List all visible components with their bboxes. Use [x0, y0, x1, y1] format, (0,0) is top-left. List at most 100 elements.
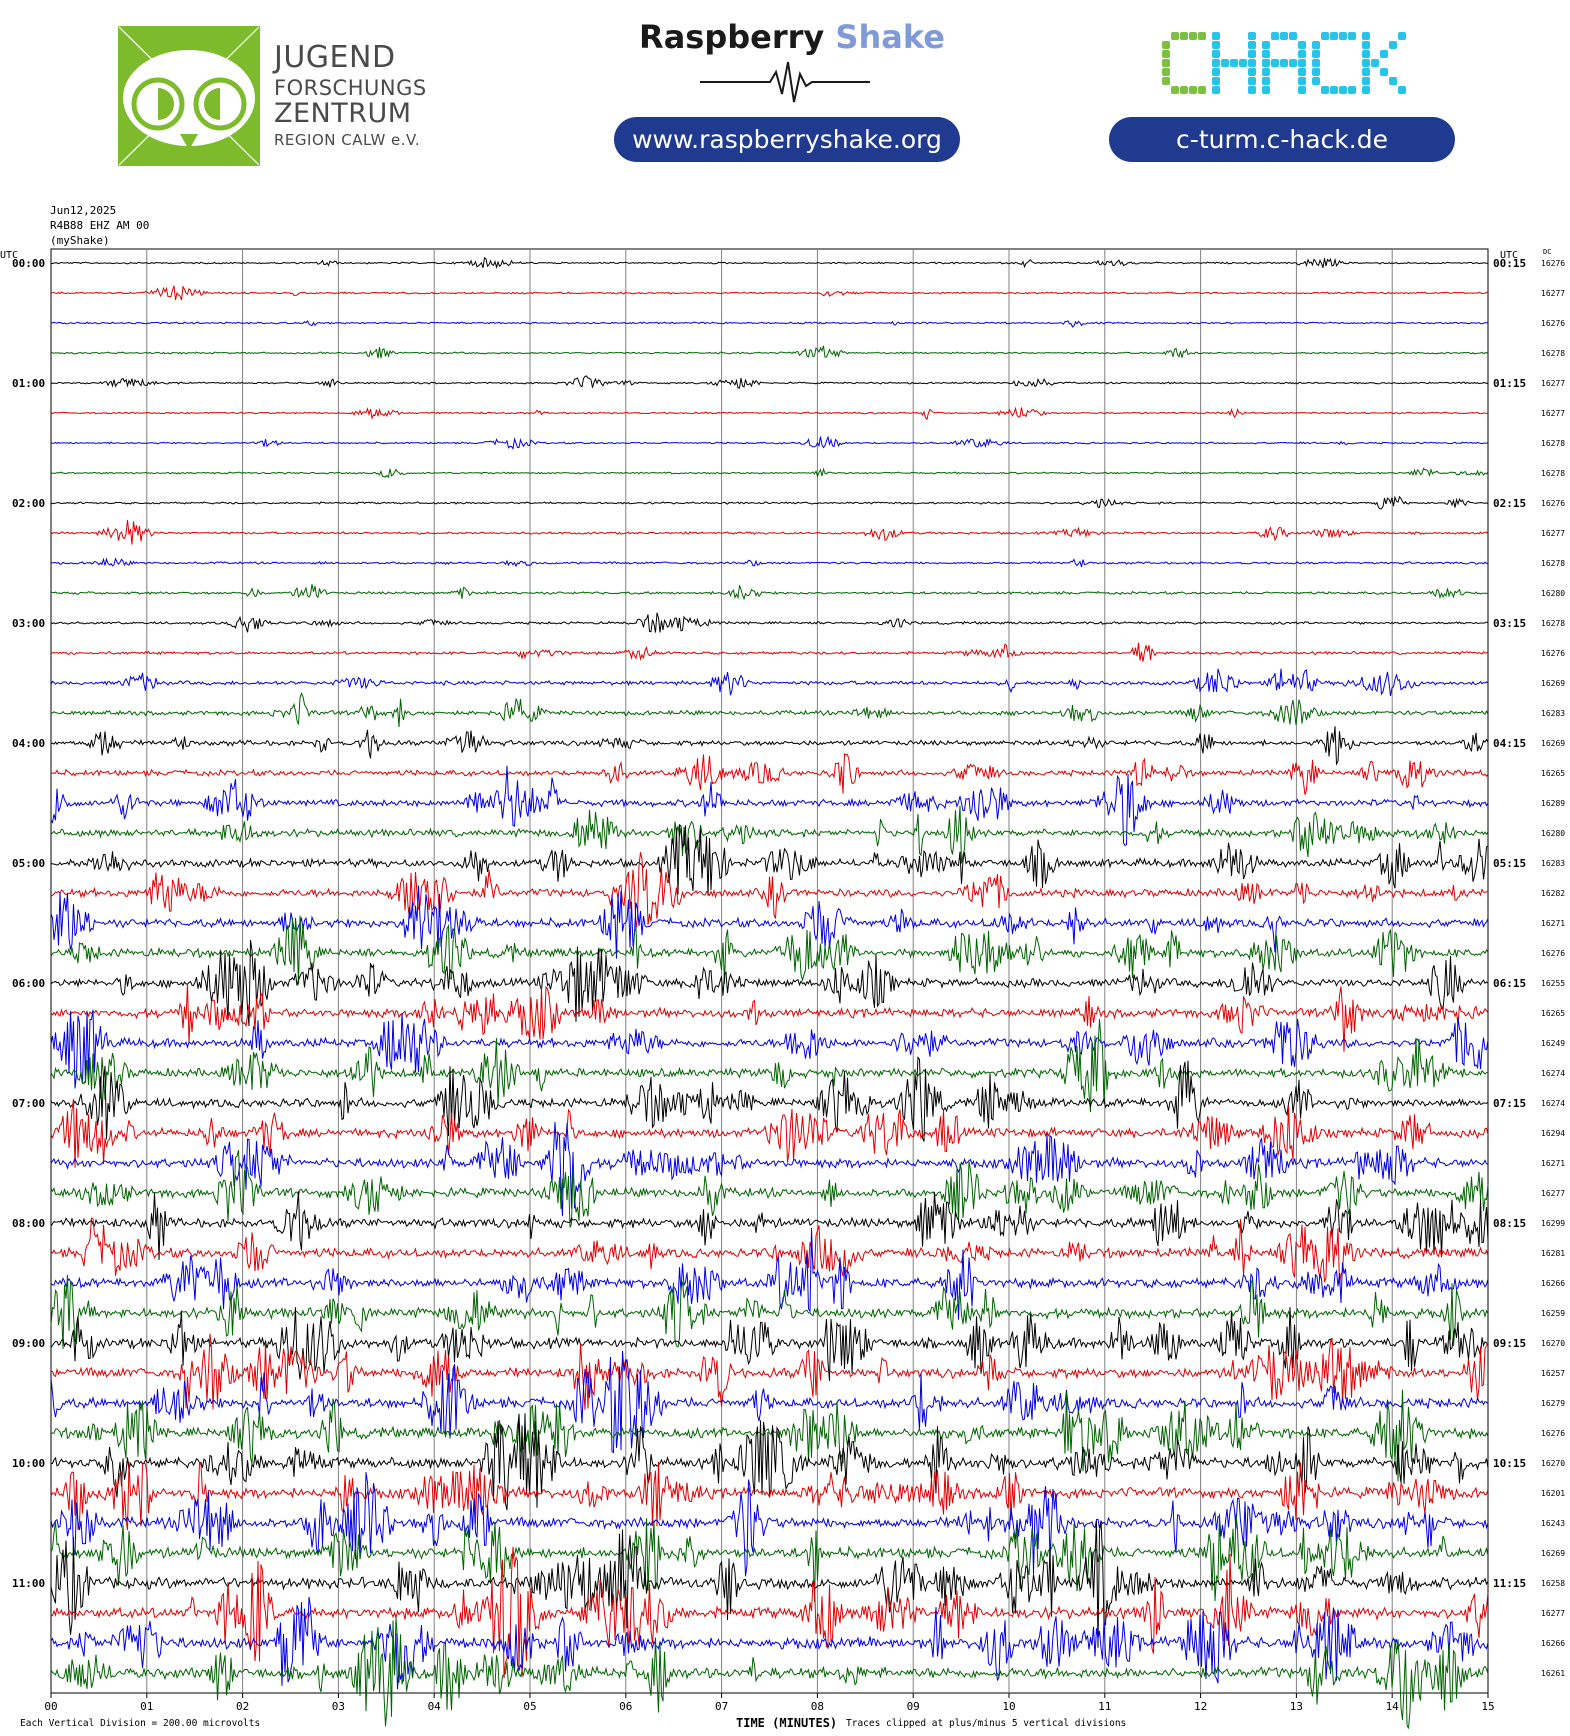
dc-value: 16278	[1541, 469, 1565, 478]
seismic-trace	[50, 1098, 1489, 1168]
x-tick-label: 11	[1098, 1700, 1111, 1713]
x-tick-label: 07	[715, 1700, 728, 1713]
chack-dot	[1362, 32, 1370, 40]
chack-dot	[1248, 86, 1256, 94]
jfz-line-3: ZENTRUM	[274, 98, 412, 129]
dc-value: 16243	[1541, 1519, 1565, 1528]
chack-dot	[1362, 68, 1370, 76]
dc-value: 16266	[1541, 1279, 1565, 1288]
seismic-trace	[50, 752, 1489, 795]
dc-value: 16270	[1541, 1339, 1565, 1348]
chack-dot	[1262, 50, 1270, 58]
chack-dot	[1162, 68, 1170, 76]
chack-dot	[1298, 41, 1306, 49]
dc-value: 16277	[1541, 1189, 1565, 1198]
chart-date: Jun12,2025	[50, 204, 117, 217]
dc-value: 16276	[1541, 1429, 1565, 1438]
chack-dot	[1321, 86, 1329, 94]
seismic-trace	[50, 1274, 1489, 1350]
dc-value: 16270	[1541, 1459, 1565, 1468]
seismic-trace	[50, 1333, 1489, 1410]
chack-dot	[1298, 59, 1306, 67]
seismic-trace	[50, 983, 1489, 1052]
x-tick-label: 04	[428, 1700, 442, 1713]
x-tick-label: 15	[1481, 1700, 1494, 1713]
chack-url-link[interactable]: c-turm.c-hack.de	[1109, 117, 1455, 162]
dc-value: 16277	[1541, 529, 1565, 538]
scale-footnote: Each Vertical Division = 200.00 microvol…	[20, 1718, 261, 1729]
dc-value: 16261	[1541, 1669, 1565, 1678]
chack-dot	[1262, 86, 1270, 94]
seismic-trace	[50, 612, 1489, 633]
dc-value: 16280	[1541, 829, 1565, 838]
trace-group	[50, 256, 1489, 1729]
chack-dot	[1298, 86, 1306, 94]
dc-value: 16257	[1541, 1369, 1565, 1378]
chack-dot	[1248, 77, 1256, 85]
raspberryshake-url-link[interactable]: www.raspberryshake.org	[614, 117, 960, 162]
chack-dot	[1162, 77, 1170, 85]
dc-value: 16269	[1541, 1549, 1565, 1558]
seismic-trace	[50, 406, 1489, 421]
hour-label-left: 02:00	[12, 497, 45, 510]
chack-dot	[1298, 77, 1306, 85]
hour-label-right: 00:15	[1493, 257, 1526, 270]
dc-value: 16276	[1541, 319, 1565, 328]
dc-value: 16276	[1541, 259, 1565, 268]
dc-value: 16277	[1541, 1609, 1565, 1618]
dc-value: 16271	[1541, 919, 1565, 928]
chack-dot	[1212, 59, 1220, 67]
seismic-trace	[50, 1350, 1489, 1454]
chack-dot	[1189, 86, 1197, 94]
axis-labels: UTC UTC DC 00:00 01:00 02:00 03:00 04:00 05:00 06…	[0, 248, 1565, 1713]
chack-dot	[1312, 68, 1320, 76]
hour-label-right: 04:15	[1493, 737, 1526, 750]
chack-letter-a	[1262, 32, 1306, 94]
hour-label-left: 01:00	[12, 377, 45, 390]
seismic-trace	[50, 1149, 1489, 1228]
seismic-trace	[50, 1546, 1489, 1679]
chack-dot	[1230, 59, 1238, 67]
hour-label-left: 08:00	[12, 1217, 45, 1230]
dc-value: 16249	[1541, 1039, 1565, 1048]
dc-label: DC	[1543, 248, 1551, 256]
dc-value: 16265	[1541, 1009, 1565, 1018]
chack-dot	[1389, 41, 1397, 49]
chack-dot	[1198, 86, 1206, 94]
chack-dot	[1312, 77, 1320, 85]
plot-frame	[50, 248, 1489, 1694]
dc-value: 16271	[1541, 1159, 1565, 1168]
hour-label-left: 07:00	[12, 1097, 45, 1110]
dc-value: 16283	[1541, 709, 1565, 718]
seismic-trace	[50, 584, 1489, 601]
seismic-trace	[50, 1472, 1489, 1577]
dc-value: 16283	[1541, 859, 1565, 868]
x-tick-label: 14	[1386, 1700, 1400, 1713]
chack-dot	[1312, 59, 1320, 67]
dc-value: 16201	[1541, 1489, 1565, 1498]
left-utc-label: UTC	[0, 250, 18, 261]
chack-dot	[1221, 59, 1229, 67]
seismic-trace	[50, 375, 1489, 389]
seismic-trace	[50, 345, 1489, 359]
chack-dot	[1212, 77, 1220, 85]
x-axis-title: TIME (MINUTES)	[736, 1716, 838, 1730]
seismic-trace	[50, 852, 1489, 930]
chack-letter-h	[1212, 32, 1256, 94]
chack-dot	[1298, 68, 1306, 76]
seismic-trace	[50, 1227, 1489, 1320]
hour-label-right: 01:15	[1493, 377, 1526, 390]
chack-dot	[1248, 41, 1256, 49]
hour-label-left: 09:00	[12, 1337, 45, 1350]
chack-dot	[1380, 50, 1388, 58]
dc-value: 16278	[1541, 439, 1565, 448]
dc-value: 16274	[1541, 1099, 1565, 1108]
x-tick-label: 10	[1002, 1700, 1015, 1713]
dc-value: 16274	[1541, 1069, 1565, 1078]
chack-dot	[1262, 59, 1270, 67]
dc-value: 16299	[1541, 1219, 1565, 1228]
chack-dot	[1212, 50, 1220, 58]
x-tick-label: 00	[44, 1700, 57, 1713]
dc-value: 16276	[1541, 499, 1565, 508]
